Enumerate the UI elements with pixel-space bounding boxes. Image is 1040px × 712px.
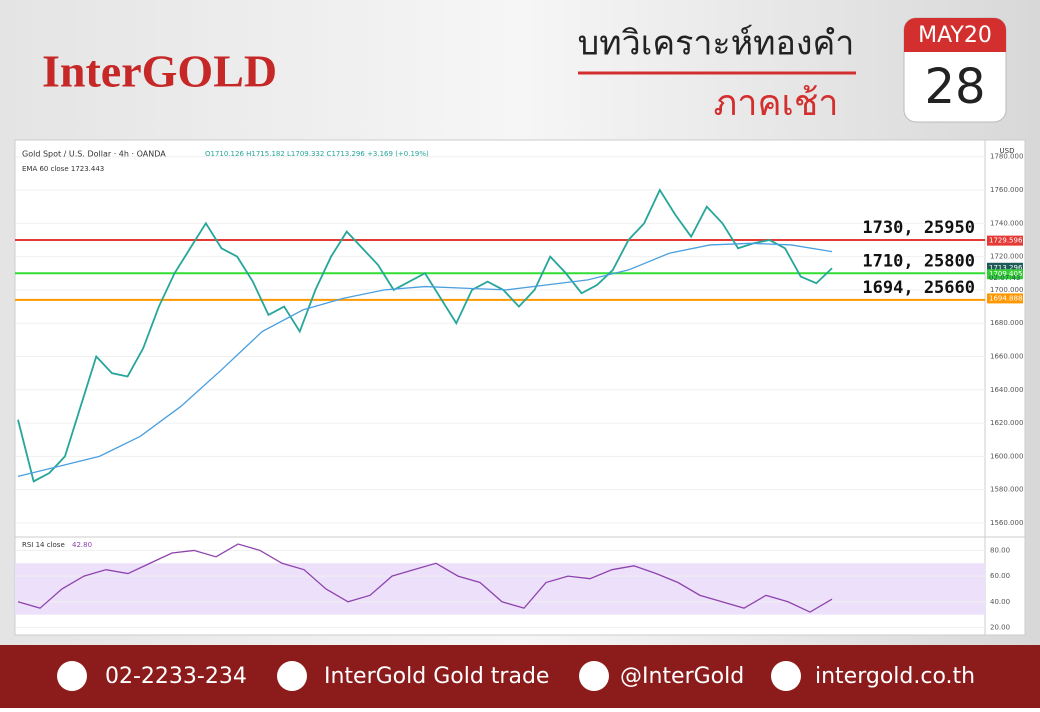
price-tag-label: 1709.405	[989, 270, 1022, 278]
y-tick-label: 1640.000	[990, 386, 1023, 394]
level-label: 1730, 25950	[862, 218, 975, 238]
calendar-day: 28	[924, 59, 985, 115]
phone: 02-2233-234	[105, 664, 247, 689]
price-tag	[987, 269, 1023, 280]
ohlc: O1710.126 H1715.182 L1709.332 C1713.296 …	[205, 150, 429, 158]
facebook: InterGold Gold trade	[324, 664, 549, 689]
calendar-month: MAY20	[918, 23, 992, 48]
chart-title: Gold Spot / U.S. Dollar · 4h · OANDA	[22, 150, 166, 159]
countdown: 02:07:43	[989, 274, 1020, 282]
rsi-band	[15, 563, 985, 615]
y-tick-label: 20.00	[990, 623, 1010, 631]
brand: InterGOLD	[42, 46, 277, 97]
y-tick-label: 80.00	[990, 546, 1010, 554]
calendar-top	[904, 18, 1006, 52]
series-line	[17, 188, 833, 483]
y-tick-label: 1620.000	[990, 419, 1023, 427]
phone-icon	[57, 661, 87, 691]
unit: USD	[1000, 147, 1015, 155]
level-label: 1694, 25660	[862, 278, 975, 298]
price-tag-label: 1729.596	[989, 237, 1023, 245]
y-tick-label: 1680.000	[990, 319, 1023, 327]
y-tick-label: 40.00	[990, 598, 1010, 606]
y-tick-label: 1780.000	[990, 153, 1023, 161]
web-icon	[771, 661, 801, 691]
level-label: 1710, 25800	[862, 251, 975, 271]
price-tag	[987, 262, 1023, 273]
subtitle: ภาคเช้า	[714, 83, 839, 124]
line-icon	[579, 661, 609, 691]
y-tick-label: 1760.000	[990, 186, 1023, 194]
y-tick-label: 1700.000	[990, 286, 1023, 294]
chart-panel	[14, 139, 1026, 636]
facebook-icon	[277, 661, 307, 691]
price-tag	[987, 235, 1023, 246]
series-line	[17, 242, 833, 477]
y-tick-label: 60.00	[990, 572, 1010, 580]
series-line	[17, 543, 833, 613]
price-tag-label: 1694.888	[989, 294, 1022, 302]
y-tick-label: 1560.000	[990, 519, 1023, 527]
chart-layer: 1560.000 1580.000 1600.000 1620.000 1640.000…	[15, 153, 1023, 631]
y-tick-label: 1740.000	[990, 219, 1023, 227]
footer	[0, 645, 1040, 708]
ema-legend: EMA 60 close 1723.443	[22, 165, 104, 173]
title: บทวิเคราะห์ทองคำ	[578, 24, 855, 64]
website: intergold.co.th	[815, 664, 975, 689]
rsi-title: RSI 14 close	[22, 541, 65, 549]
price-tag-label: 1713.296	[989, 264, 1023, 272]
y-tick-label: 1660.000	[990, 352, 1023, 360]
y-tick-label: 1600.000	[990, 452, 1023, 460]
y-tick-label: 1720.000	[990, 253, 1023, 261]
line-id: @InterGold	[620, 664, 744, 689]
price-tag	[987, 293, 1023, 304]
y-tick-label: 1580.000	[990, 486, 1023, 494]
rsi-last: 42.80	[72, 541, 92, 549]
